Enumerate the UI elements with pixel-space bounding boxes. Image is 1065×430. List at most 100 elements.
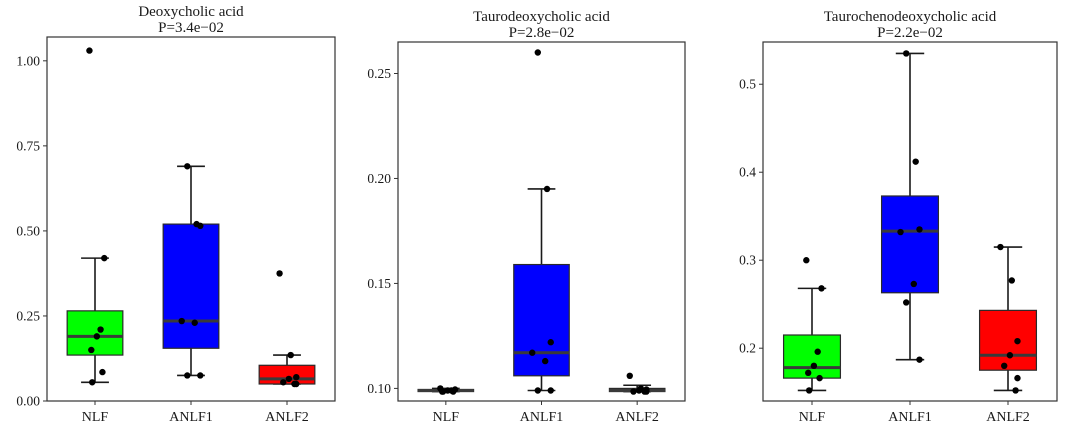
data-point: [293, 373, 300, 381]
data-point: [1006, 352, 1014, 359]
data-point: [547, 387, 554, 394]
data-point: [816, 374, 823, 382]
data-point: [99, 368, 106, 376]
box-body: [782, 334, 842, 379]
data-point: [903, 299, 910, 306]
y-tick-label: 0.5: [739, 77, 756, 92]
data-point: [805, 369, 812, 377]
panel-title: Taurochenodeoxycholic acid: [824, 9, 997, 25]
data-point: [1001, 362, 1008, 370]
data-point: [641, 388, 648, 395]
panel-title: Taurodeoxycholic acid: [473, 9, 610, 25]
box-anlf2: [258, 270, 316, 388]
box-body: [513, 263, 570, 377]
data-point: [191, 319, 198, 326]
x-tick-label: ANLF2: [615, 410, 659, 425]
data-point: [184, 163, 191, 170]
y-tick-label: 0.20: [367, 171, 391, 186]
box-anlf2: [608, 372, 666, 395]
data-point: [285, 375, 293, 383]
y-tick-label: 0.2: [739, 341, 756, 356]
panel-p-value: P=2.8e−02: [509, 25, 575, 41]
panel-p-value: P=3.4e−02: [158, 20, 224, 36]
data-point: [97, 326, 104, 333]
data-point: [897, 228, 904, 236]
y-tick-label: 0.4: [739, 165, 756, 180]
x-tick-label: ANLF1: [169, 410, 213, 425]
x-tick-label: NLF: [433, 410, 460, 425]
x-tick-label: ANLF1: [520, 410, 564, 425]
x-tick-label: NLF: [799, 410, 826, 425]
y-tick-label: 0.25: [16, 308, 40, 323]
box-anlf2: [978, 243, 1038, 394]
data-point: [630, 388, 637, 395]
y-tick-label: 1.00: [16, 53, 40, 68]
data-point: [197, 222, 204, 230]
data-point: [88, 346, 95, 354]
data-point: [635, 387, 643, 394]
data-point: [184, 372, 191, 379]
data-point: [197, 372, 204, 379]
box-anlf1: [513, 49, 570, 394]
data-point: [912, 158, 919, 165]
box-body: [880, 195, 940, 294]
x-tick-label: ANLF2: [986, 410, 1030, 425]
box-anlf1: [162, 163, 220, 379]
y-tick-label: 0.00: [16, 394, 40, 409]
data-point: [916, 226, 923, 233]
data-point: [818, 285, 825, 292]
data-point: [86, 47, 93, 54]
x-tick-label: ANLF2: [265, 410, 309, 425]
data-point: [626, 372, 633, 380]
data-point: [93, 333, 101, 340]
panel-title: Deoxycholic acid: [138, 4, 244, 20]
data-point: [291, 380, 298, 388]
data-point: [541, 357, 549, 365]
data-point: [543, 185, 551, 193]
data-point: [178, 317, 185, 325]
x-tick-label: NLF: [82, 410, 109, 425]
box-nlf: [66, 47, 124, 386]
box-body: [66, 310, 124, 356]
box-nlf: [417, 385, 475, 395]
data-point: [1014, 337, 1021, 345]
data-point: [534, 49, 542, 56]
y-tick-label: 0.50: [16, 223, 40, 238]
data-point: [1008, 277, 1015, 284]
box-nlf: [782, 257, 842, 394]
data-point: [450, 388, 457, 395]
data-point: [814, 348, 821, 355]
data-point: [89, 379, 96, 386]
data-point: [529, 349, 536, 356]
data-point: [916, 356, 923, 363]
data-point: [287, 351, 294, 359]
y-tick-label: 0.75: [16, 138, 40, 153]
data-point: [534, 387, 542, 394]
panel-p-value: P=2.2e−02: [877, 25, 943, 41]
data-point: [903, 50, 910, 57]
box-anlf1: [880, 50, 940, 363]
box-body: [162, 223, 220, 349]
data-point: [1014, 374, 1021, 382]
data-point: [101, 254, 108, 262]
data-point: [276, 270, 283, 277]
y-tick-label: 0.3: [739, 253, 756, 268]
box-body: [978, 309, 1038, 371]
data-point: [439, 388, 447, 395]
y-tick-label: 0.10: [367, 381, 391, 396]
data-point: [280, 379, 287, 386]
x-tick-label: ANLF1: [888, 410, 932, 425]
data-point: [803, 257, 810, 264]
y-tick-label: 0.15: [367, 276, 391, 291]
data-point: [547, 339, 554, 346]
data-point: [810, 362, 818, 370]
data-point: [805, 387, 813, 394]
data-point: [910, 280, 917, 288]
y-tick-label: 0.25: [367, 66, 391, 81]
data-point: [1012, 387, 1019, 394]
data-point: [997, 243, 1004, 251]
